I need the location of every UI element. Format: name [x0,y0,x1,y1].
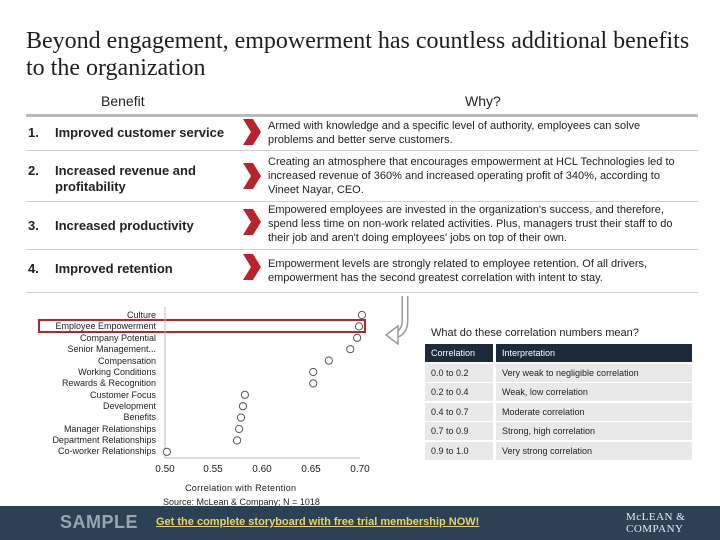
chart-category-label: Company Potential [79,333,156,343]
data-point [346,345,355,354]
benefit-label: Improved retention [55,261,173,276]
benefit-label: Increased revenue and profitability [55,163,196,194]
table-cell: 0.7 to 0.9 [425,422,493,440]
sample-banner [0,506,720,540]
benefit-number: 1. [28,125,39,140]
highlight-box [38,319,366,333]
benefit-why-text: Armed with knowledge and a specific leve… [268,120,641,146]
header-divider [26,114,698,117]
data-point [235,424,244,434]
x-tick-label: 0.60 [252,464,272,475]
page-title: Beyond engagement, empowerment has count… [26,28,690,81]
company-logo: McLEAN & COMPANY [626,511,686,535]
table-cell: 0.2 to 0.4 [425,383,493,401]
row-divider [26,249,698,250]
chevron-right-icon [243,254,261,280]
trial-link[interactable]: Get the complete storyboard with free tr… [156,516,480,528]
chevron-right-icon [243,163,261,189]
data-point [353,333,362,342]
benefit-header: Benefit [101,93,145,109]
correlation-question: What do these correlation numbers mean? [431,327,639,339]
table-cell: 0.0 to 0.2 [425,363,493,382]
table-cell: Very weak to negligible correlation [496,363,692,382]
benefit-label: Increased productivity [55,218,194,233]
chart-category-label: Development [102,401,156,411]
benefit-number: 3. [28,218,39,233]
data-point [357,310,366,320]
x-axis-label: Correlation with Retention [185,483,297,493]
chart-category-label: Senior Management... [67,344,156,354]
row-divider [26,292,698,293]
table-cell: Weak, low correlation [496,383,692,401]
data-point [162,447,171,456]
table-header: Interpretation [496,344,692,362]
chart-category-label: Employee Empowerment [55,321,156,331]
table-cell: 0.9 to 1.0 [425,441,493,460]
chart-category-label: Benefits [123,412,156,422]
table-header: Correlation [425,344,493,362]
table-row: 0.4 to 0.7 Moderate correlation [425,402,692,421]
data-point [236,413,246,422]
data-point [354,322,364,331]
data-point [324,356,333,365]
table-row: 0.7 to 0.9 Strong, high correlation [425,422,692,440]
chart-category-label: Culture [126,310,156,320]
data-point [238,402,248,411]
chart-category-label: Working Conditions [78,367,156,377]
x-tick-label: 0.55 [203,464,223,475]
x-tick-label: 0.50 [155,464,175,475]
chart-category-label: Department Relationships [52,435,156,445]
row-divider [26,150,698,151]
benefit-number: 2. [28,163,39,178]
benefit-why-text: Creating an atmosphere that encourages e… [268,156,675,196]
chevron-right-icon [243,209,261,235]
benefit-number: 4. [28,261,39,276]
x-tick-label: 0.70 [350,464,370,475]
table-cell: Strong, high correlation [496,422,692,440]
chart-category-label: Manager Relationships [63,424,156,434]
chart-category-label: Compensation [97,356,156,366]
data-point [309,379,318,388]
table-cell: 0.4 to 0.7 [425,402,493,421]
source-note: Source: McLean & Company; N = 1018 [163,497,320,507]
row-divider [26,201,698,202]
data-point [233,436,242,445]
table-row: 0.9 to 1.0 Very strong correlation [425,441,692,460]
chart-category-label: Customer Focus [89,390,156,400]
data-point [309,367,318,377]
table-cell: Moderate correlation [496,402,692,421]
x-tick-label: 0.65 [301,464,321,475]
chevron-right-icon [243,119,261,145]
chart-category-label: Co-worker Relationships [57,446,156,456]
table-row: 0.0 to 0.2 Very weak to negligible corre… [425,363,692,382]
data-point [240,390,249,399]
chart-category-label: Rewards & Recognition [61,378,156,388]
table-cell: Very strong correlation [496,441,692,460]
benefit-why-text: Empowerment levels are strongly related … [268,258,648,284]
benefit-label: Improved customer service [55,125,225,140]
table-row: 0.2 to 0.4 Weak, low correlation [425,383,692,401]
sample-label: SAMPLE [60,512,139,532]
why-header: Why? [465,93,501,109]
correlation-table: Correlation Interpretation 0.0 to 0.2 Ve… [425,344,692,461]
table-header-row: Correlation Interpretation [425,344,692,362]
benefit-why-text: Empowered employees are invested in the … [268,204,673,244]
